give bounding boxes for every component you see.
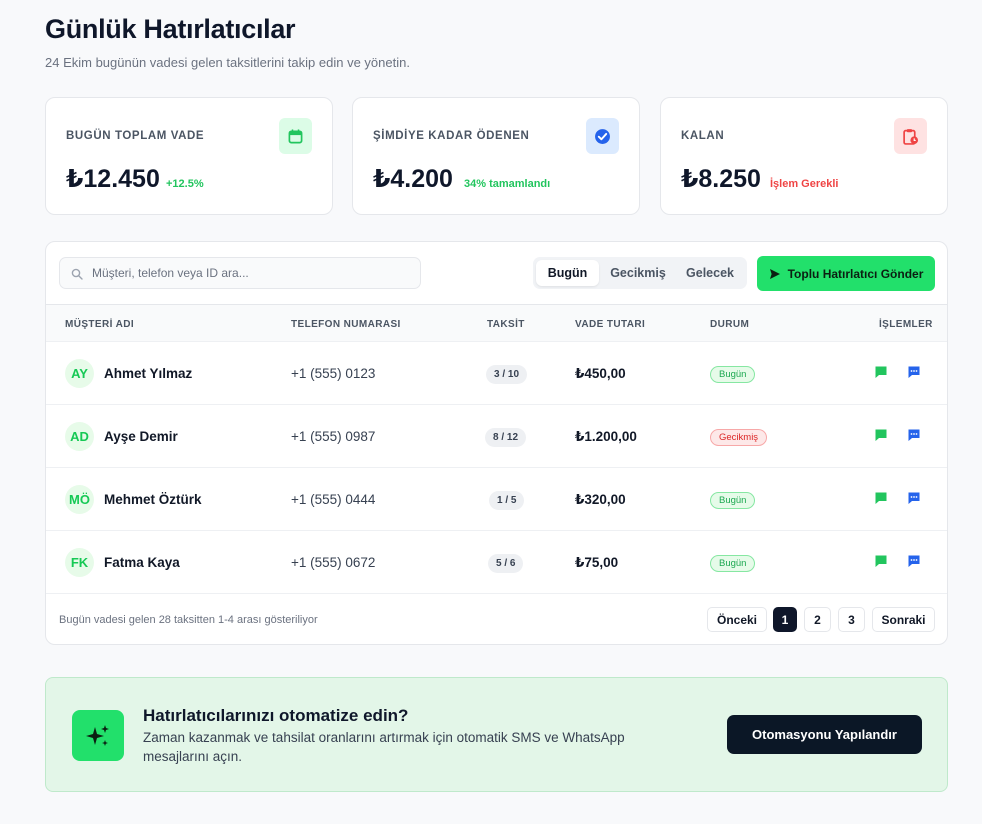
avatar: AY	[65, 359, 94, 388]
prev-page-button[interactable]: Önceki	[707, 607, 767, 632]
sms-icon[interactable]	[907, 428, 923, 444]
page-title: Günlük Hatırlatıcılar	[45, 14, 296, 44]
phone-number: +1 (555) 0987	[291, 429, 376, 444]
page-button-1[interactable]: 1	[773, 607, 797, 632]
card-label: KALAN	[681, 130, 725, 142]
search-icon	[71, 267, 83, 285]
column-header: VADE TUTARI	[575, 319, 646, 330]
due-amount: ₺75,00	[575, 555, 619, 570]
avatar: FK	[65, 548, 94, 577]
column-header: TAKSİT	[487, 319, 525, 330]
phone-number: +1 (555) 0444	[291, 492, 376, 507]
stat-card-paid: ŞİMDİYE KADAR ÖDENEN ₺4.200 34% tamamlan…	[352, 97, 640, 215]
promo-title: Hatırlatıcılarınızı otomatize edin?	[143, 706, 409, 725]
page-button-2[interactable]: 2	[804, 607, 831, 632]
clipboard-clock-icon	[894, 118, 927, 154]
status-badge: Bugün	[710, 492, 756, 509]
customer-name: Fatma Kaya	[104, 555, 180, 570]
card-value: ₺8.250	[681, 165, 761, 193]
sms-icon[interactable]	[907, 554, 923, 570]
page-subtitle: 24 Ekim bugünün vadesi gelen taksitlerin…	[45, 55, 410, 70]
bulk-reminder-button[interactable]: Toplu Hatırlatıcı Gönder	[757, 256, 935, 291]
table-row: AD Ayşe Demir +1 (555) 0987 8 / 12 ₺1.20…	[46, 405, 947, 468]
stat-card-remaining: KALAN ₺8.250 İşlem Gerekli	[660, 97, 948, 215]
installment-badge: 5 / 6	[488, 554, 524, 573]
tab-today[interactable]: Bugün	[536, 260, 599, 286]
whatsapp-icon[interactable]	[874, 554, 890, 570]
table-header: MÜŞTERİ ADI TELEFON NUMARASI TAKSİT VADE…	[46, 304, 947, 342]
table-row: AY Ahmet Yılmaz +1 (555) 0123 3 / 10 ₺45…	[46, 342, 947, 405]
phone-number: +1 (555) 0123	[291, 366, 376, 381]
search-box[interactable]	[59, 257, 421, 289]
sms-icon[interactable]	[907, 491, 923, 507]
avatar: AD	[65, 422, 94, 451]
status-badge: Bugün	[710, 366, 756, 383]
installment-badge: 8 / 12	[485, 428, 527, 447]
reminders-table-panel: Bugün Gecikmiş Gelecek Toplu Hatırlatıcı…	[45, 241, 948, 645]
whatsapp-icon[interactable]	[874, 428, 890, 444]
promo-text: Zaman kazanmak ve tahsilat oranlarını ar…	[143, 730, 625, 764]
check-badge-icon	[586, 118, 619, 154]
column-header: İŞLEMLER	[879, 319, 933, 330]
avatar: MÖ	[65, 485, 94, 514]
sparkles-icon	[72, 710, 124, 761]
tab-upcoming[interactable]: Gelecek	[686, 266, 734, 280]
date-filter-tabs: Bugün Gecikmiş Gelecek	[533, 257, 747, 289]
phone-number: +1 (555) 0672	[291, 555, 376, 570]
pagination-summary: Bugün vadesi gelen 28 taksitten 1-4 aras…	[59, 614, 318, 626]
next-page-button[interactable]: Sonraki	[872, 607, 935, 632]
tab-overdue[interactable]: Gecikmiş	[610, 266, 666, 280]
column-header: MÜŞTERİ ADI	[65, 319, 135, 330]
stat-card-total-due: BUGÜN TOPLAM VADE ₺12.450 +12.5%	[45, 97, 333, 215]
customer-name: Ahmet Yılmaz	[104, 366, 193, 381]
card-label: ŞİMDİYE KADAR ÖDENEN	[373, 130, 530, 142]
whatsapp-icon[interactable]	[874, 491, 890, 507]
send-icon	[769, 268, 780, 279]
automation-promo-banner: Hatırlatıcılarınızı otomatize edin? Zama…	[45, 677, 948, 792]
card-note: 34% tamamlandı	[464, 178, 551, 190]
column-header: DURUM	[710, 319, 750, 330]
calendar-icon	[279, 118, 312, 154]
configure-automation-button[interactable]: Otomasyonu Yapılandır	[727, 715, 922, 754]
table-row: MÖ Mehmet Öztürk +1 (555) 0444 1 / 5 ₺32…	[46, 468, 947, 531]
status-badge: Bugün	[710, 555, 756, 572]
status-badge: Gecikmiş	[710, 429, 768, 446]
whatsapp-icon[interactable]	[874, 365, 890, 381]
sms-icon[interactable]	[907, 365, 923, 381]
installment-badge: 3 / 10	[486, 365, 528, 384]
column-header: TELEFON NUMARASI	[291, 319, 401, 330]
card-value: ₺4.200	[373, 165, 453, 193]
due-amount: ₺320,00	[575, 492, 626, 507]
search-input[interactable]	[92, 258, 412, 288]
table-row: FK Fatma Kaya +1 (555) 0672 5 / 6 ₺75,00…	[46, 531, 947, 594]
page-button-3[interactable]: 3	[838, 607, 865, 632]
customer-name: Mehmet Öztürk	[104, 492, 202, 507]
card-note: İşlem Gerekli	[770, 178, 839, 190]
customer-name: Ayşe Demir	[104, 429, 178, 444]
card-note: +12.5%	[166, 178, 204, 190]
card-value: ₺12.450	[66, 165, 160, 193]
bulk-reminder-label: Toplu Hatırlatıcı Gönder	[787, 266, 924, 281]
card-label: BUGÜN TOPLAM VADE	[66, 130, 205, 142]
due-amount: ₺1.200,00	[575, 429, 637, 444]
installment-badge: 1 / 5	[489, 491, 525, 510]
due-amount: ₺450,00	[575, 366, 626, 381]
